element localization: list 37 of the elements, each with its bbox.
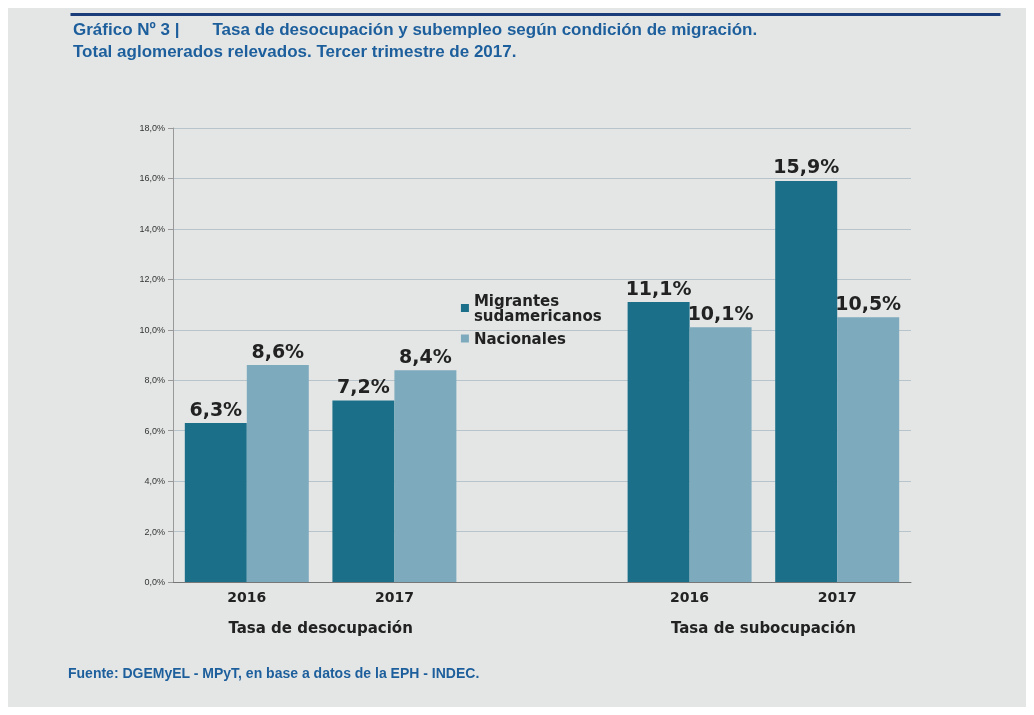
y-tick-label: 4,0%	[144, 476, 165, 487]
data-label: 8,4%	[399, 344, 452, 367]
bar	[394, 370, 457, 582]
bar	[837, 317, 900, 582]
bar	[332, 400, 395, 582]
bar	[689, 327, 752, 582]
y-tick-label: 2,0%	[144, 526, 165, 537]
source-note: Fuente: DGEMyEL - MPyT, en base a datos de la EPH - INDEC.	[68, 665, 480, 681]
y-tick-label: 10,0%	[139, 324, 165, 335]
legend-label: Migrantes sudamericanos	[473, 291, 602, 325]
legend-label: Nacionales	[473, 329, 567, 348]
text: Tasa de desocupación	[228, 618, 413, 637]
y-tick-label: 16,0%	[139, 173, 165, 184]
y-tick-label: 18,0%	[139, 123, 165, 133]
bar	[775, 180, 838, 582]
data-label: 15,9%	[773, 155, 840, 178]
y-tick-label: 6,0%	[144, 425, 165, 436]
chart-title: Gráfico Nº 3 | Tasa de desocupación y subempleo según condición de migración.	[73, 20, 758, 39]
chart-subtitle: Total aglomerados relevados. Tercer trimestre de 2017.	[73, 42, 517, 61]
data-label: 6,3%	[189, 397, 243, 420]
y-tick-label: 12,0%	[139, 274, 165, 285]
bar	[627, 302, 690, 582]
x-tick-label: 2017	[817, 589, 857, 605]
data-label: 10,5%	[835, 291, 902, 314]
x-tick-label: 2016	[227, 589, 267, 605]
x-tick-label: 2017	[374, 589, 414, 605]
bar	[184, 423, 247, 582]
y-tick-label: 0,0%	[144, 577, 165, 587]
y-tick-label: 14,0%	[139, 223, 165, 234]
y-tick-label: 8,0%	[144, 375, 165, 386]
data-label: 11,1%	[625, 276, 692, 299]
x-tick-label: 2016	[670, 589, 710, 605]
data-label: 10,1%	[687, 301, 754, 324]
data-label: 7,2%	[337, 374, 390, 397]
data-label: 8,6%	[251, 339, 305, 362]
bar	[246, 365, 309, 582]
text: Tasa de subocupación	[670, 618, 856, 637]
